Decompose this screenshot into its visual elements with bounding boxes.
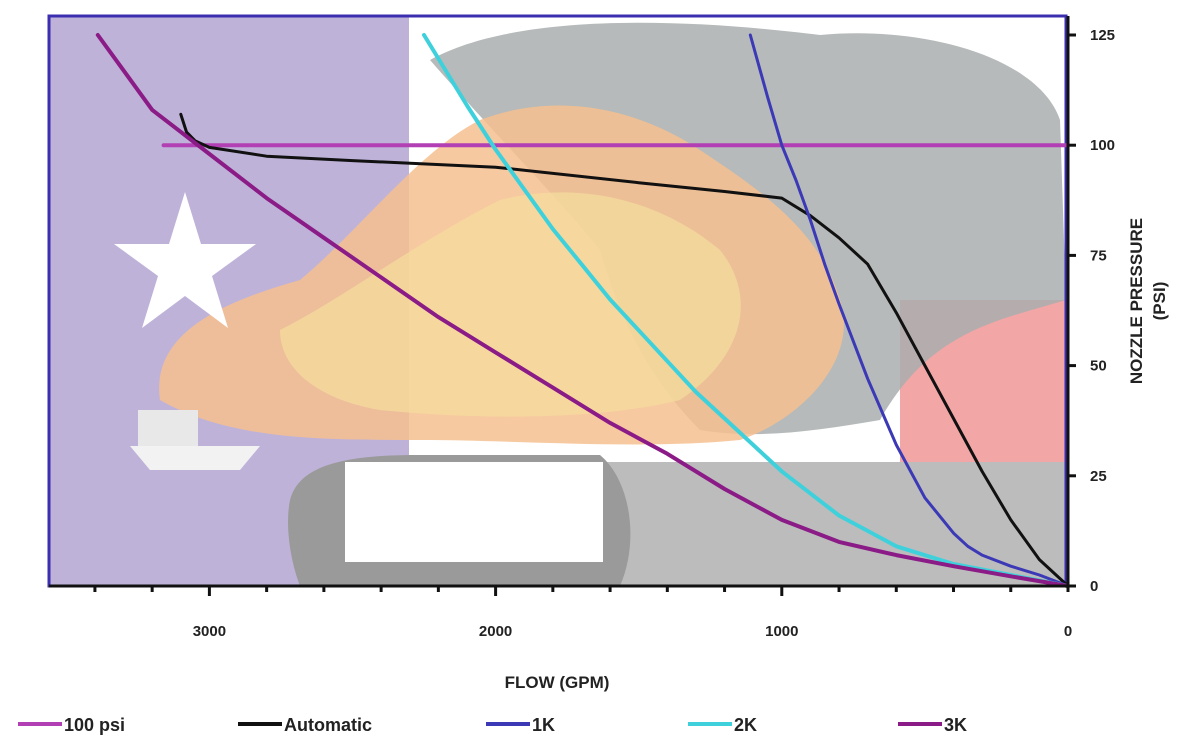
x-tick-label: 3000 [193, 623, 226, 640]
y-tick-label: 0 [1090, 578, 1098, 595]
y-axis-title-line2: (PSI) [1150, 282, 1169, 321]
y-axis-ticks: 0 25 50 75 100 125 [1068, 27, 1115, 595]
y-tick-label: 75 [1090, 247, 1107, 264]
x-tick-label: 2000 [479, 623, 512, 640]
legend-label-1k: 1K [532, 715, 555, 735]
background-photo [49, 16, 1066, 586]
y-tick-label: 100 [1090, 137, 1115, 154]
legend-label-2k: 2K [734, 715, 757, 735]
x-axis-ticks: 3000 2000 1000 0 [93, 586, 1072, 640]
legend-label-100-psi: 100 psi [64, 715, 125, 735]
y-tick-label: 25 [1090, 468, 1107, 485]
x-tick-label: 1000 [765, 623, 798, 640]
legend: 100 psi Automatic 1K 2K 3K [18, 715, 967, 735]
y-axis-title-line1: NOZZLE PRESSURE [1127, 218, 1146, 384]
legend-label-3k: 3K [944, 715, 967, 735]
x-axis-title: FLOW (GPM) [505, 673, 610, 692]
series-line-1k [748, 33, 1070, 588]
series-line-automatic [179, 112, 1070, 588]
series-line-2k [422, 33, 1070, 588]
y-tick-label: 125 [1090, 27, 1115, 44]
legend-label-automatic: Automatic [284, 715, 372, 735]
y-tick-label: 50 [1090, 358, 1107, 375]
series-line-3k [95, 33, 1070, 588]
series-layer [95, 33, 1070, 588]
x-tick-label: 0 [1064, 623, 1072, 640]
